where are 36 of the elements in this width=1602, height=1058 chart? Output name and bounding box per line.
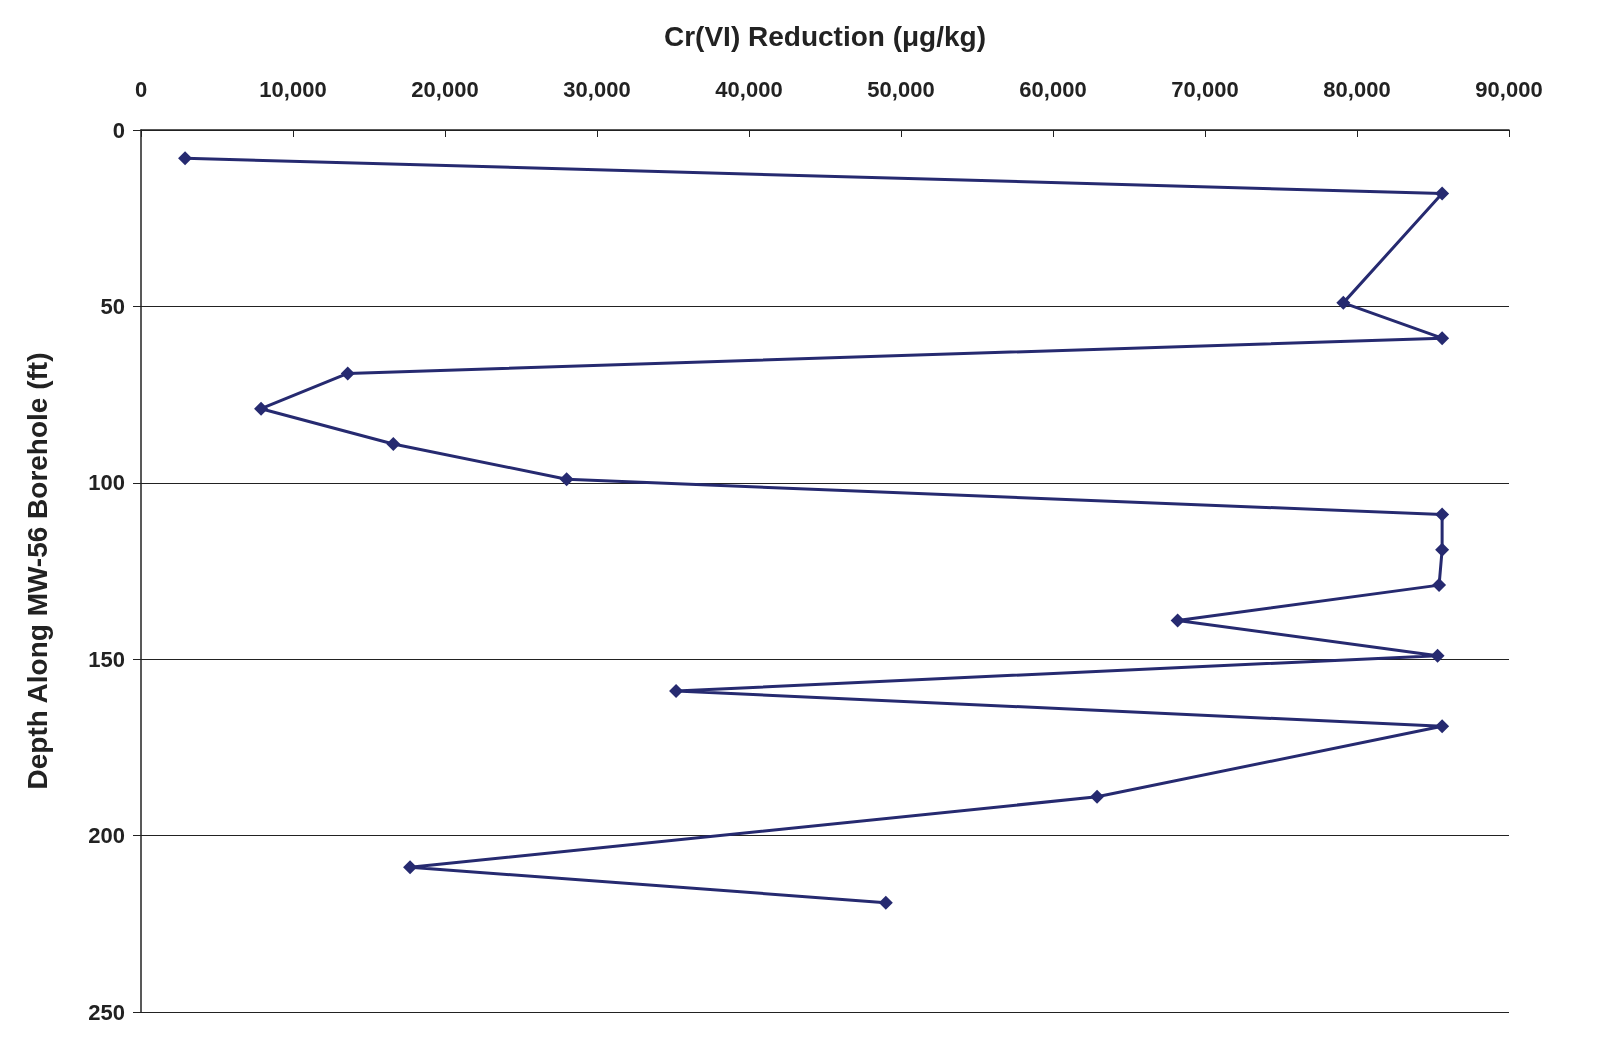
point xyxy=(669,683,684,698)
x-tick-label: 60,000 xyxy=(1019,76,1087,102)
y-tick-label: 250 xyxy=(88,999,125,1025)
point xyxy=(1170,613,1185,628)
point xyxy=(403,860,418,875)
point xyxy=(1090,789,1105,804)
x-tick-label: 20,000 xyxy=(411,76,479,102)
point xyxy=(878,895,893,910)
point xyxy=(178,151,193,166)
point xyxy=(1435,542,1450,557)
x-tick-label: 10,000 xyxy=(259,76,327,102)
x-tick-label: 40,000 xyxy=(715,76,783,102)
y-tick-label: 200 xyxy=(88,823,125,849)
x-tick-label: 70,000 xyxy=(1171,76,1239,102)
point xyxy=(1435,331,1450,346)
point xyxy=(1435,719,1450,734)
y-tick-label: 100 xyxy=(88,470,125,496)
point xyxy=(254,401,269,416)
y-tick-label: 150 xyxy=(88,646,125,672)
y-tick-label: 50 xyxy=(100,293,125,319)
point xyxy=(386,436,401,451)
point xyxy=(559,472,574,487)
x-axis-title: Cr(VI) Reduction (μg/kg) xyxy=(664,20,986,52)
point xyxy=(1435,507,1450,522)
x-tick-label: 50,000 xyxy=(867,76,935,102)
x-tick-label: 0 xyxy=(134,76,148,102)
point xyxy=(1432,578,1447,593)
x-tick-label: 80,000 xyxy=(1323,76,1391,102)
x-tick-label: 90,000 xyxy=(1475,76,1543,102)
point xyxy=(340,366,355,381)
point xyxy=(1336,295,1351,310)
y-tick-label: 0 xyxy=(112,117,125,143)
y-axis-title: Depth Along MW-56 Borehole (ft) xyxy=(21,352,53,790)
point xyxy=(1430,648,1445,663)
x-tick-label: 30,000 xyxy=(563,76,631,102)
point xyxy=(1435,186,1450,201)
